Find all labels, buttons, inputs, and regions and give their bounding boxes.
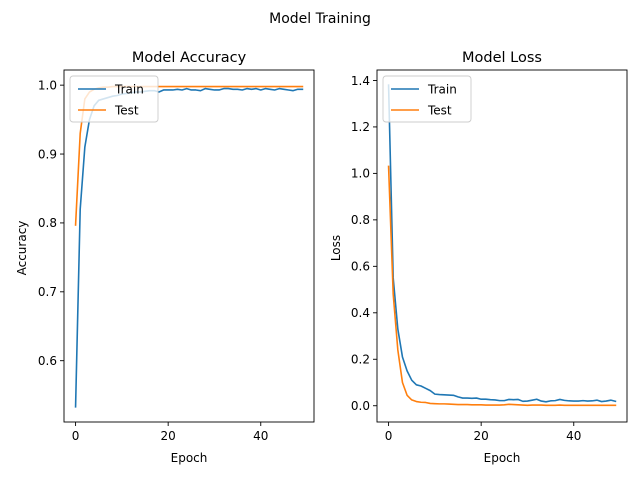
accuracy-ytick-label: 0.7 bbox=[38, 285, 57, 299]
accuracy-xtick-label: 0 bbox=[72, 429, 80, 443]
loss-xtick-label: 40 bbox=[566, 429, 581, 443]
loss-legend-box bbox=[382, 75, 472, 123]
loss-xtick-label: 20 bbox=[474, 429, 489, 443]
accuracy-axes-frame bbox=[63, 69, 315, 423]
accuracy-ytick-label: 0.8 bbox=[38, 216, 57, 230]
loss-ylabel: Loss bbox=[329, 235, 343, 261]
loss-ytick-label: 1.2 bbox=[351, 120, 370, 134]
loss-ytick-label: 0.2 bbox=[351, 353, 370, 367]
accuracy-xtick-label: 40 bbox=[253, 429, 268, 443]
loss-ytick-label: 0.8 bbox=[351, 213, 370, 227]
loss-plot-area: 0 20 40 0.0 0.2 0.4 0.6 0.8 1.0 1.2 1.4 Train Test bbox=[351, 69, 628, 443]
loss-panel: Model Loss Epoch Loss 0 20 400.00.20.40.60… bbox=[329, 50, 628, 465]
loss-title: Model Loss bbox=[462, 50, 542, 66]
loss-ytick-label: 1.4 bbox=[351, 74, 370, 88]
accuracy-xtick-label: 20 bbox=[161, 429, 176, 443]
loss-series-train-line bbox=[387, 84, 617, 403]
loss-ytick-label: 0.6 bbox=[351, 260, 370, 274]
accuracy-plot-area: 0 20 40 0.6 0.7 0.8 0.9 1.0 Train Test bbox=[38, 69, 315, 443]
accuracy-legend-box bbox=[69, 75, 159, 123]
loss-xlabel: Epoch bbox=[484, 451, 521, 465]
loss-legend-label-train: Train bbox=[427, 82, 457, 96]
accuracy-series-train-line bbox=[74, 87, 304, 408]
loss-ytick-label: 0.0 bbox=[351, 399, 370, 413]
loss-axes-frame bbox=[376, 69, 628, 423]
accuracy-title: Model Accuracy bbox=[132, 50, 247, 66]
accuracy-xlabel: Epoch bbox=[171, 451, 208, 465]
accuracy-ytick-label: 0.9 bbox=[38, 147, 57, 161]
loss-series-test-line bbox=[387, 165, 617, 407]
accuracy-ylabel: Accuracy bbox=[15, 221, 29, 276]
accuracy-ytick-label: 1.0 bbox=[38, 78, 57, 92]
loss-xtick-label: 0 bbox=[385, 429, 393, 443]
accuracy-panel: Model Accuracy Epoch Accuracy 0 20 40 0.6 0.… bbox=[15, 50, 315, 465]
loss-legend: Train Test bbox=[382, 75, 472, 123]
accuracy-legend-label-train: Train bbox=[114, 82, 144, 96]
loss-legend-label-test: Test bbox=[427, 103, 452, 117]
loss-ytick-label: 1.0 bbox=[351, 167, 370, 181]
accuracy-legend: Train Test bbox=[69, 75, 159, 123]
accuracy-legend-label-test: Test bbox=[114, 103, 139, 117]
loss-ytick-label: 0.4 bbox=[351, 306, 370, 320]
figure-title: Model Training bbox=[269, 11, 371, 27]
accuracy-ytick-label: 0.6 bbox=[38, 354, 57, 368]
